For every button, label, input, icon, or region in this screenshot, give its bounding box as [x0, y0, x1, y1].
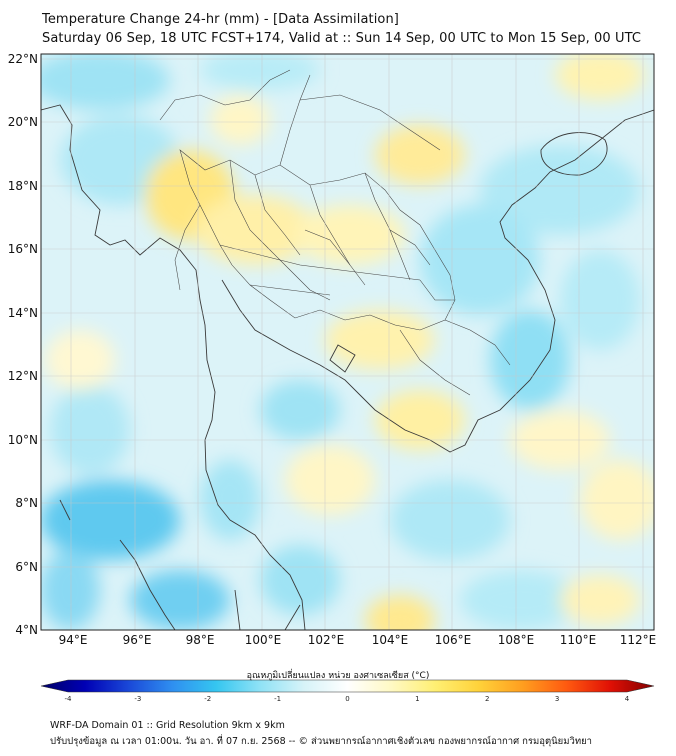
lat-label: 20°N	[8, 115, 38, 129]
lon-label: 102°E	[308, 633, 345, 647]
latitude-labels: 22°N 20°N 18°N 16°N 14°N 12°N 10°N 8°N 6…	[8, 52, 38, 637]
lon-label: 98°E	[186, 633, 215, 647]
colorbar-tick-label: -3	[134, 695, 141, 703]
footer-model-info: WRF-DA Domain 01 :: Grid Resolution 9km …	[50, 720, 285, 731]
colorbar-title: อุณหภูมิเปลี่ยนแปลง หน่วย องศาเซลเซียส (…	[246, 671, 430, 681]
lat-label: 10°N	[8, 433, 38, 447]
colorbar-tick-label: -4	[65, 695, 73, 703]
chart-subtitle: Saturday 06 Sep, 18 UTC FCST+174, Valid …	[42, 31, 642, 46]
lon-label: 106°E	[435, 633, 472, 647]
lon-label: 104°E	[372, 633, 409, 647]
colorbar-tick-label: -1	[274, 695, 281, 703]
lat-label: 22°N	[8, 52, 38, 66]
lat-label: 6°N	[15, 560, 38, 574]
lat-label: 4°N	[15, 623, 38, 637]
footer-credit: ปรับปรุงข้อมูล ณ เวลา 01:00น. วัน อา. ที…	[50, 736, 592, 747]
lat-label: 8°N	[15, 496, 38, 510]
temperature-field	[41, 54, 654, 630]
colorbar-tick-label: 1	[415, 695, 419, 703]
lon-label: 108°E	[498, 633, 535, 647]
colorbar-tick-label: 0	[345, 695, 349, 703]
longitude-labels: 94°E 96°E 98°E 100°E 102°E 104°E 106°E 1…	[59, 633, 657, 647]
lon-label: 110°E	[560, 633, 597, 647]
lon-label: 100°E	[245, 633, 282, 647]
colorbar-ticks: -4 -3 -2 -1 0 1 2 3 4	[65, 695, 630, 703]
lat-label: 14°N	[8, 306, 38, 320]
lat-label: 18°N	[8, 179, 38, 193]
lat-label: 12°N	[8, 369, 38, 383]
lon-label: 112°E	[620, 633, 657, 647]
colorbar-tick-label: 2	[485, 695, 489, 703]
admin-borders	[159, 69, 511, 396]
colorbar-tick-label: -2	[204, 695, 211, 703]
graticule	[41, 54, 654, 630]
map-frame	[40, 53, 655, 631]
colorbar-tick-label: 4	[625, 695, 630, 703]
lat-label: 16°N	[8, 242, 38, 256]
colorbar-tick-label: 3	[555, 695, 559, 703]
colorbar: -4 -3 -2 -1 0 1 2 3 4	[40, 679, 655, 703]
lon-label: 96°E	[123, 633, 152, 647]
lon-label: 94°E	[59, 633, 88, 647]
chart-title: Temperature Change 24-hr (mm) - [Data As…	[42, 12, 399, 27]
coastlines	[41, 104, 654, 630]
colorbar-scale	[40, 679, 655, 693]
